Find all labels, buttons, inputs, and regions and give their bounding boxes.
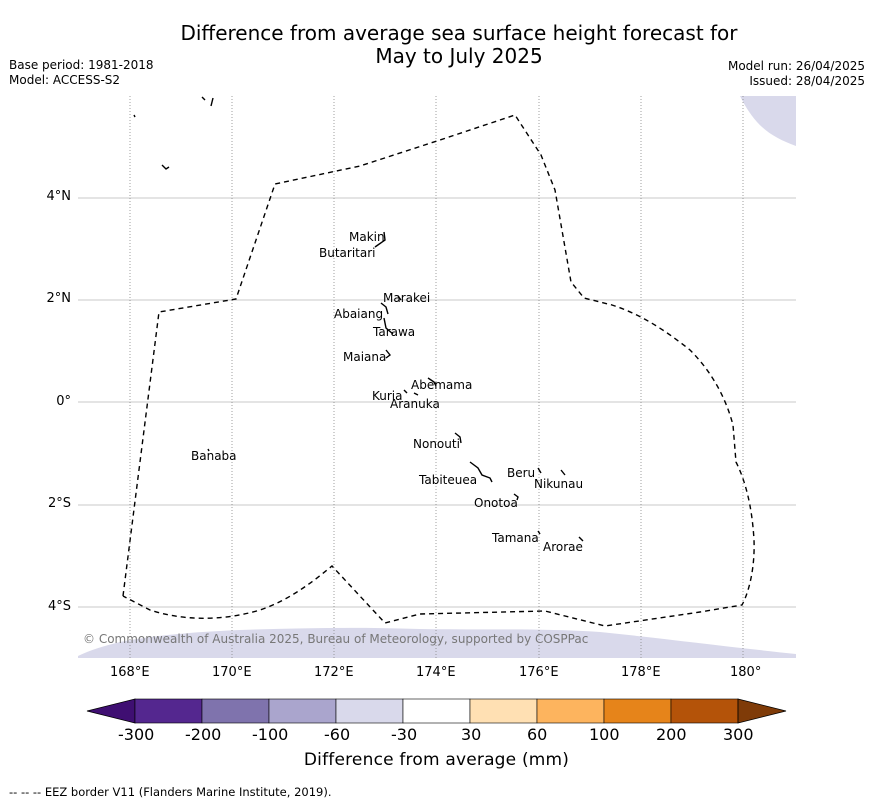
lat-grid — [78, 197, 796, 608]
cbar-segment — [402, 698, 471, 724]
island-label-arorae: Arorae — [543, 540, 583, 554]
island-label-tarawa: Tarawa — [373, 325, 416, 339]
cbar-tick-6: 30 — [461, 725, 482, 744]
cbar-segment — [670, 698, 739, 724]
lon-label-168e: 168°E — [110, 665, 150, 680]
meta-right: Model run: 26/04/2025 Issued: 28/04/2025 — [728, 59, 865, 89]
cbar-segment — [603, 698, 672, 724]
title-line-2: May to July 2025 — [375, 44, 543, 68]
eez-border — [122, 114, 755, 627]
lon-label-178e: 178°E — [621, 665, 661, 680]
lon-label-176e: 176°E — [519, 665, 559, 680]
cbar-tick-5: -30 — [391, 725, 418, 744]
colorbar-title: Difference from average (mm) — [303, 750, 570, 770]
lat-label-0: 0° — [56, 394, 71, 409]
island-label-nonouti: Nonouti — [413, 437, 460, 451]
anomaly-shading-north-east — [740, 96, 796, 146]
island-label-nikunau: Nikunau — [534, 477, 584, 491]
cbar-segment — [536, 698, 605, 724]
island-label-onotoa: Onotoa — [474, 496, 518, 510]
island-label-maiana: Maiana — [343, 350, 387, 364]
eez-footnote: -- -- -- EEZ border V11 (Flanders Marine… — [9, 785, 332, 799]
cbar-tick-7: 60 — [527, 725, 548, 744]
island-label-kuria: Kuria — [372, 389, 403, 403]
cbar-tick-1: -300 — [118, 725, 155, 744]
island-label-marakei: Marakei — [383, 291, 431, 305]
island-label-makin: Makin — [349, 230, 385, 244]
lat-label-2n: 2°N — [46, 291, 72, 306]
island-label-banaba: Banaba — [191, 449, 237, 463]
anomaly-shading-south — [78, 627, 796, 658]
cbar-tick-2: -200 — [185, 725, 222, 744]
island-label-beru: Beru — [507, 466, 536, 480]
island-label-abaiang: Abaiang — [334, 307, 384, 321]
cbar-segment — [268, 698, 337, 724]
island-label-aranuka: Aranuka — [390, 397, 440, 411]
cbar-tick-9: 200 — [656, 725, 687, 744]
lon-label-170e: 170°E — [212, 665, 252, 680]
cbar-tick-10: 300 — [723, 725, 754, 744]
cbar-segment — [469, 698, 538, 724]
copyright-notice: © Commonwealth of Australia 2025, Bureau… — [83, 632, 589, 646]
lon-label-180: 180° — [730, 665, 762, 680]
lat-label-2s: 2°S — [47, 496, 71, 511]
lon-label-174e: 174°E — [416, 665, 456, 680]
model-name: Model: ACCESS-S2 — [9, 73, 121, 87]
cbar-tick-8: 100 — [589, 725, 620, 744]
island-label-tabiteuea: Tabiteuea — [419, 473, 478, 487]
meta-left: Base period: 1981-2018 Model: ACCESS-S2 — [9, 58, 154, 88]
cbar-segment — [201, 698, 270, 724]
lon-grid — [129, 96, 744, 658]
island-label-butaritari: Butaritari — [319, 246, 376, 260]
base-period: Base period: 1981-2018 — [9, 58, 154, 72]
title-line-1: Difference from average sea surface heig… — [180, 21, 738, 45]
cbar-extend-low — [86, 698, 136, 724]
lat-label-4n: 4°N — [46, 189, 72, 204]
island-label-abemama: Abemama — [411, 378, 473, 392]
island-shapes — [133, 96, 584, 542]
lon-label-172e: 172°E — [314, 665, 354, 680]
cbar-tick-4: -60 — [324, 725, 351, 744]
island-label-tamana: Tamana — [492, 531, 539, 545]
lat-label-4s: 4°S — [47, 599, 71, 614]
cbar-segment — [335, 698, 404, 724]
cbar-segment — [134, 698, 203, 724]
cbar-tick-3: -100 — [252, 725, 289, 744]
cbar-extend-high — [737, 698, 787, 724]
issued-date: Issued: 28/04/2025 — [749, 74, 865, 88]
model-run: Model run: 26/04/2025 — [727, 59, 865, 73]
colorbar — [86, 698, 787, 724]
